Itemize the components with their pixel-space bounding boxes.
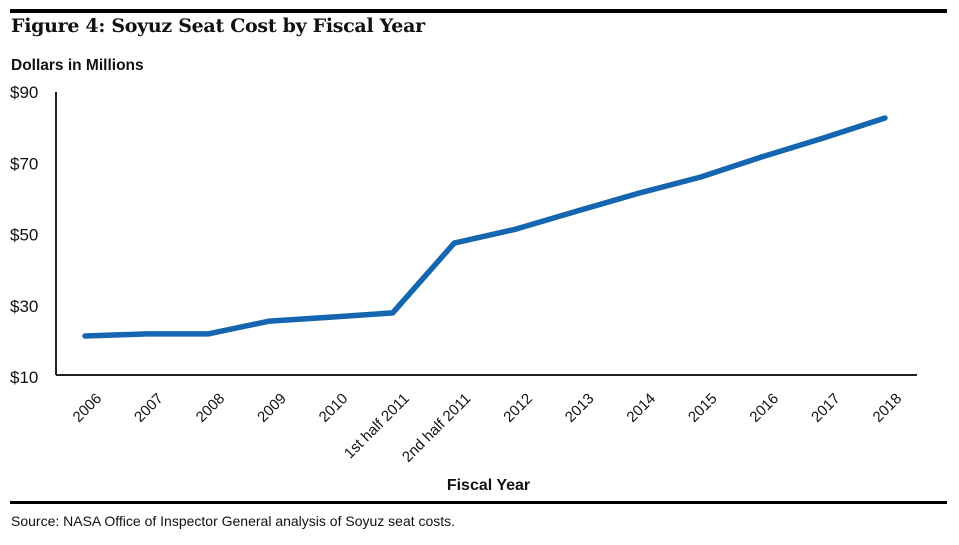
x-tick-label: 2018: [870, 390, 906, 426]
y-tick-label: $90: [10, 83, 38, 102]
x-tick-label: 2012: [500, 390, 536, 426]
x-tick-label: 2014: [623, 390, 659, 426]
x-tick-label: 2008: [193, 390, 229, 426]
x-tick-label: 2006: [70, 390, 106, 426]
series-group: [82, 115, 888, 339]
y-tick-label: $10: [10, 368, 38, 387]
y-tick-label: $30: [10, 297, 38, 316]
source-note: Source: NASA Office of Inspector General…: [11, 513, 456, 529]
figure-title: Figure 4: Soyuz Seat Cost by Fiscal Year: [11, 15, 425, 37]
top-rule: [10, 9, 947, 13]
y-tick-label: $50: [10, 226, 38, 245]
line-chart: $10$30$50$70$90 2006 2007 2008 2009 20101st …: [10, 83, 917, 494]
y-tick-label: $70: [10, 154, 38, 173]
x-tick-label: 2009: [254, 390, 290, 426]
bottom-rule: [10, 501, 947, 504]
x-tick-label: 2017: [808, 390, 844, 426]
x-tick-label: 2010: [316, 390, 352, 426]
x-axis-title: Fiscal Year: [447, 477, 530, 494]
x-tick-label: 2015: [685, 390, 721, 426]
x-tick-label: 2007: [131, 390, 167, 426]
x-tick-label: 2016: [746, 390, 782, 426]
series-line: [82, 115, 888, 339]
y-axis-title: Dollars in Millions: [11, 57, 144, 74]
y-axis-ticks: $10 $30 $50 $70 $90: [10, 83, 38, 387]
x-tick-label: 2013: [562, 390, 598, 426]
